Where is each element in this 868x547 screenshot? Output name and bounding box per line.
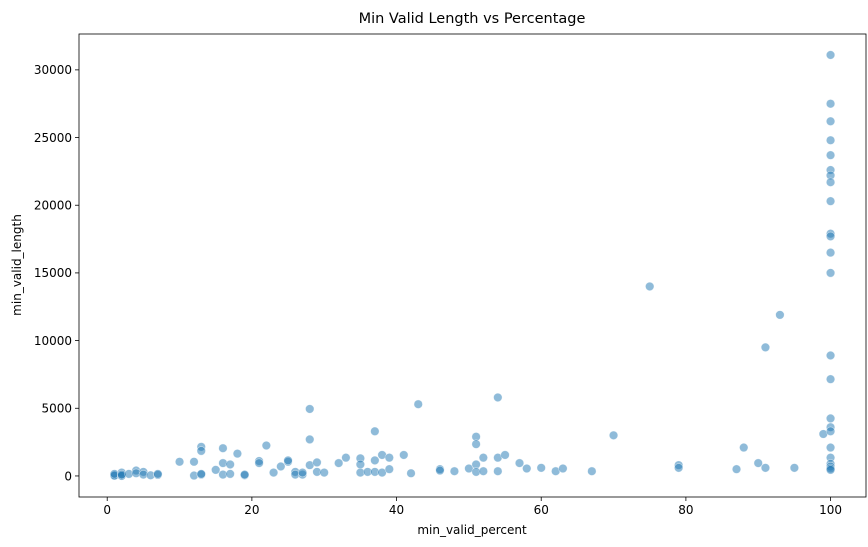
scatter-point — [153, 469, 163, 479]
scatter-point — [825, 465, 836, 475]
scatter-point — [514, 458, 525, 468]
scatter-point — [435, 465, 445, 476]
x-tick-label: 40 — [389, 503, 404, 517]
scatter-point — [196, 469, 206, 479]
scatter-point — [254, 458, 264, 468]
scatter-point — [211, 465, 221, 475]
x-tick-label: 20 — [244, 503, 259, 517]
scatter-point — [493, 392, 503, 403]
scatter-point — [645, 281, 655, 292]
scatter-point — [825, 116, 836, 126]
scatter-point — [471, 439, 481, 449]
y-tick-label: 15000 — [34, 266, 72, 280]
x-tick-label: 60 — [534, 503, 549, 517]
scatter-point — [225, 459, 235, 470]
scatter-point — [478, 453, 488, 463]
scatter-point — [196, 446, 206, 456]
scatter-point — [825, 135, 836, 145]
scatter-point — [753, 458, 763, 468]
scatter-point — [674, 463, 684, 473]
scatter-point — [536, 463, 546, 473]
x-axis-label: min_valid_percent — [417, 523, 527, 537]
scatter-point — [825, 268, 836, 278]
scatter-point — [297, 467, 308, 478]
scatter-point — [261, 440, 271, 451]
y-tick-label: 25000 — [34, 131, 72, 145]
scatter-point — [760, 342, 771, 352]
scatter-point — [334, 458, 344, 468]
scatter-point — [174, 457, 185, 467]
scatter-point — [825, 196, 836, 206]
scatter-point — [312, 457, 322, 468]
y-axis-label: min_valid_length — [10, 214, 24, 316]
y-tick-label: 20000 — [34, 199, 72, 213]
y-tick-label: 0 — [64, 469, 72, 483]
scatter-point — [775, 310, 785, 320]
y-tick-label: 5000 — [41, 402, 72, 416]
scatter-point — [384, 464, 394, 474]
scatter-point — [319, 467, 329, 478]
scatter-point — [449, 466, 460, 476]
scatter-point — [522, 463, 532, 474]
scatter-point — [225, 469, 235, 479]
scatter-point — [268, 467, 279, 478]
scatter-point — [399, 450, 409, 460]
scatter-point — [825, 426, 836, 436]
scatter-point — [558, 463, 568, 474]
scatter-point — [825, 231, 836, 241]
scatter-point — [825, 177, 836, 187]
scatter-point — [825, 350, 836, 361]
scatter-point — [825, 50, 836, 60]
scatter-point — [370, 455, 380, 465]
scatter-point — [825, 99, 836, 109]
y-tick-label: 10000 — [34, 334, 72, 348]
scatter-point — [500, 450, 510, 460]
scatter-point — [825, 150, 836, 160]
scatter-point — [608, 430, 619, 440]
y-axis-ticks: 0 5000 10000 15000 20000 25000 30000 — [34, 63, 79, 483]
scatter-point — [355, 459, 365, 470]
scatter-point — [283, 455, 293, 465]
scatter-point — [305, 434, 315, 445]
x-tick-label: 80 — [678, 503, 693, 517]
x-tick-label: 0 — [103, 503, 111, 517]
x-tick-label: 100 — [819, 503, 842, 517]
scatter-point — [825, 413, 836, 424]
scatter-point — [232, 449, 243, 459]
scatter-point — [413, 399, 423, 409]
scatter-point — [587, 466, 597, 476]
plot-frame — [78, 33, 867, 498]
scatter-point — [825, 374, 836, 384]
scatter-point — [825, 248, 836, 258]
x-axis-ticks: 0 20 40 60 80 100 — [103, 497, 842, 517]
scatter-point — [384, 453, 394, 463]
scatter-point — [739, 442, 749, 453]
scatter-point — [218, 443, 228, 453]
scatter-point — [240, 470, 250, 480]
scatter-point — [825, 442, 836, 453]
scatter-point — [406, 468, 416, 478]
points-layer — [109, 50, 836, 481]
scatter-point — [789, 463, 799, 473]
scatter-point — [731, 464, 742, 474]
y-tick-label: 30000 — [34, 63, 72, 77]
scatter-point — [189, 457, 199, 467]
scatter-point — [760, 463, 771, 473]
scatter-point — [370, 426, 380, 436]
chart-title: Min Valid Length vs Percentage — [359, 11, 586, 27]
scatter-point — [276, 461, 286, 472]
scatter-point — [478, 466, 488, 476]
scatter-point — [341, 453, 351, 463]
scatter-point — [493, 466, 503, 476]
scatter-point — [305, 404, 315, 414]
